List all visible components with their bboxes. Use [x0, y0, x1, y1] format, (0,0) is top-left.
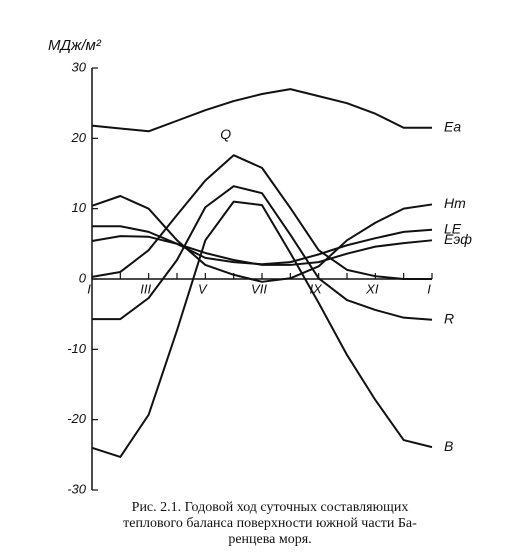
x-tick-label: I: [87, 281, 91, 296]
series-label: Eэф: [444, 231, 472, 247]
y-tick-label: -20: [67, 411, 87, 426]
series-line: [91, 195, 433, 283]
x-tick-label: VII: [251, 281, 267, 296]
x-tick-label: I: [427, 281, 431, 296]
y-axis-label: МДж/м²: [48, 37, 102, 54]
y-tick-label: 30: [72, 59, 87, 74]
y-tick-label: -10: [67, 341, 87, 356]
caption-line: ренцева моря.: [228, 532, 311, 547]
series-line: [91, 235, 433, 266]
series-label: Q: [220, 126, 231, 142]
y-tick-label: -30: [67, 481, 87, 496]
x-tick-label: V: [198, 281, 208, 296]
series-line: [91, 88, 432, 133]
y-tick-label: 0: [79, 270, 87, 285]
series-label: Ea: [444, 118, 461, 134]
series-label: Hт: [444, 195, 466, 211]
series-line: [92, 185, 433, 321]
caption-line: Рис. 2.1. Годовой ход суточных составляю…: [132, 500, 409, 515]
x-tick-label: III: [140, 281, 151, 296]
y-tick-label: 20: [71, 130, 87, 145]
y-tick-label: 10: [72, 200, 87, 215]
series-label: LE: [444, 220, 462, 236]
caption-line: теплового баланса поверхности южной част…: [123, 516, 417, 531]
series-label: R: [444, 310, 454, 326]
series-label: B: [444, 438, 453, 454]
x-tick-label: XI: [365, 281, 379, 296]
series-line: [91, 154, 432, 280]
series-line: [91, 200, 433, 458]
